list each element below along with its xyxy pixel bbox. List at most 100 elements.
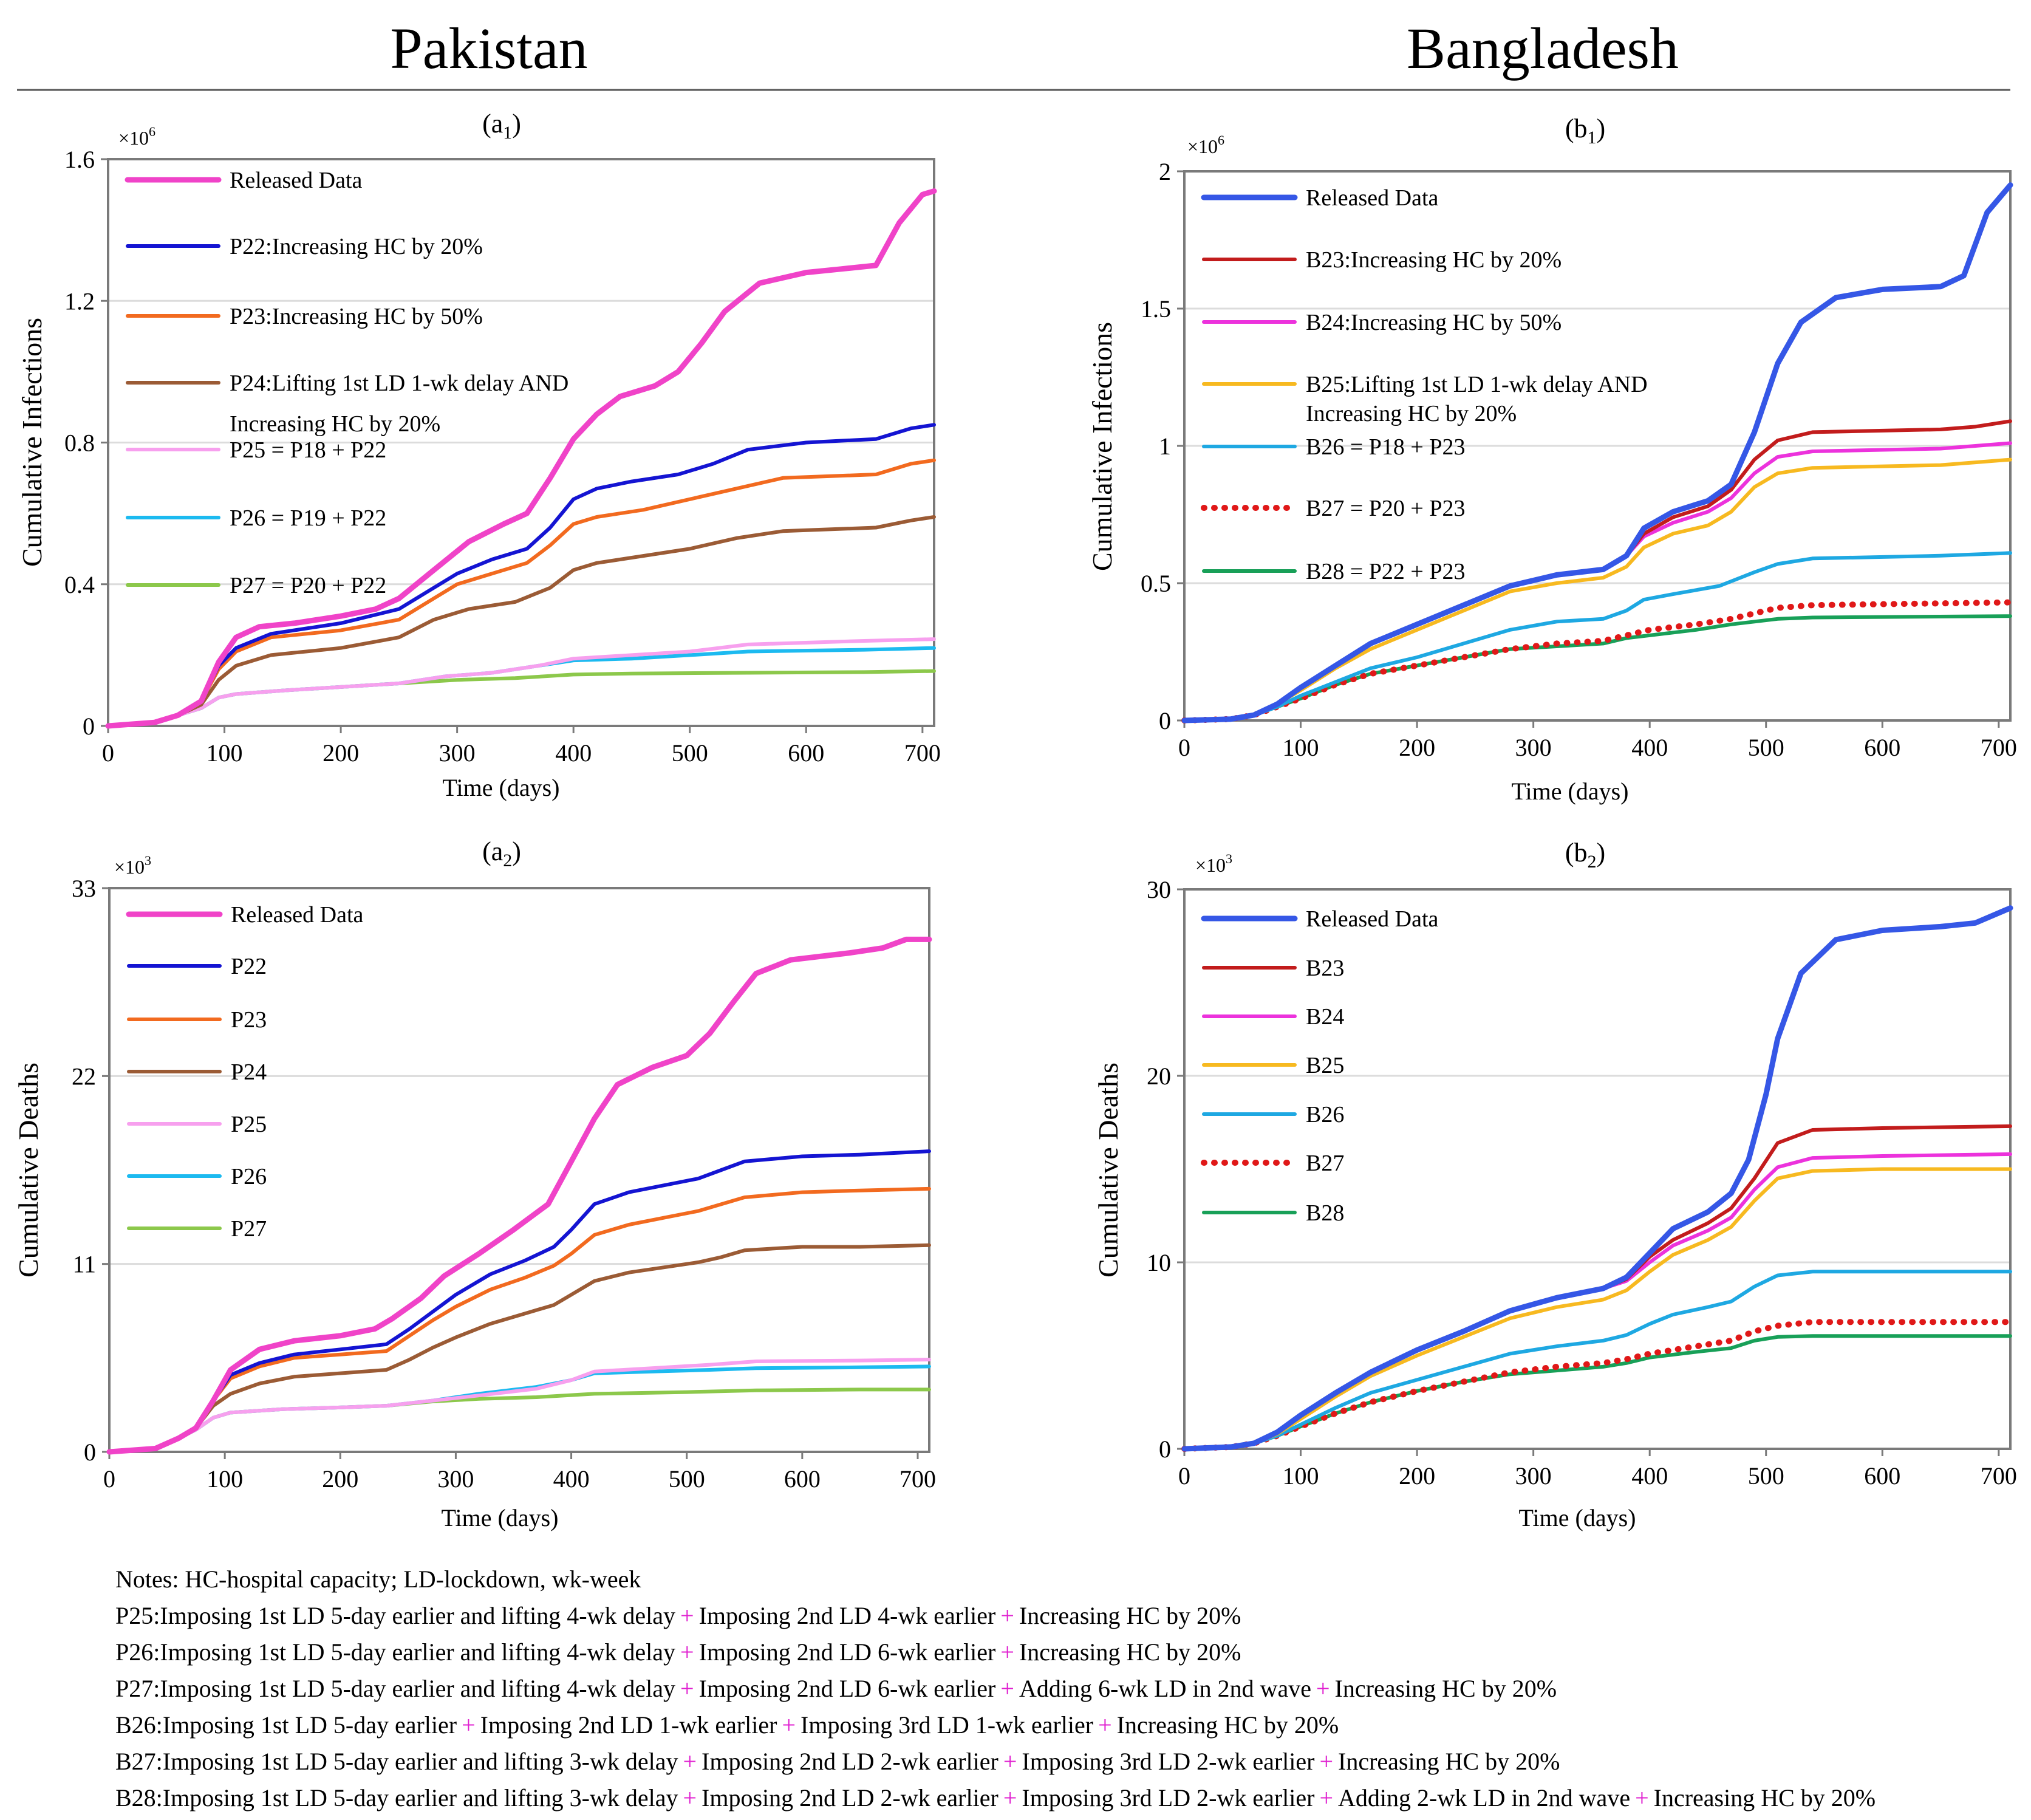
note-part: B28:Imposing 1st LD 5-day earlier and li… [115,1784,678,1811]
y-multiplier-exp: 3 [145,853,151,868]
y-tick-label: 0 [83,713,95,740]
legend-label: B23 [1306,956,1344,981]
y-multiplier-exp: 6 [1218,132,1224,148]
legend-label: P22:Increasing HC by 20% [230,234,483,259]
y-tick-label: 22 [72,1062,96,1090]
panel-label-close: ) [1597,114,1606,143]
note-part: Imposing 3rd LD 2-wk earlier [1022,1784,1315,1811]
country-title-bangladesh: Bangladesh [1407,16,1679,81]
panel-label-close: ) [512,836,521,866]
legend: Released Data P22:Increasing HC by 20% P23… [125,168,568,598]
series-lines [106,936,932,1455]
legend-label: P23:Increasing HC by 50% [230,304,483,329]
plus-symbol: + [1316,1675,1330,1702]
notes-block: Notes: HC-hospital capacity; LD-lockdown… [115,1561,2022,1816]
y-axis-label: Cumulative Infections [1087,322,1118,571]
panel-label-main: (a [482,109,503,139]
legend: Released Data P22 P23 P24 P25 P26 P27 [126,902,364,1242]
y-tick-label: 0.5 [1141,570,1171,597]
legend-label: P26 [231,1164,267,1189]
x-tick-label: 600 [1864,1462,1900,1490]
x-tick-label: 600 [1864,734,1900,761]
y-tick-label: 0.4 [64,571,95,598]
plus-symbol: + [680,1675,694,1702]
note-part: B27:Imposing 1st LD 5-day earlier and li… [115,1748,678,1775]
series-line [106,515,936,728]
note-part: Increasing HC by 20% [1653,1784,1876,1811]
plot-frame [108,887,930,1453]
panel-label: (a1) [482,109,521,143]
legend-label: P27 = P20 + P22 [230,573,386,598]
legend-label: Released Data [1306,185,1439,211]
legend-label: B24 [1306,1004,1344,1030]
legend-label: Released Data [1306,906,1439,932]
series-line [1181,599,2013,724]
y-tick-label: 0 [84,1439,96,1466]
y-multiplier: ×103 [1195,851,1232,876]
y-tick-label: 0.8 [64,429,95,457]
note-line-B28: B28:Imposing 1st LD 5-day earlier and li… [115,1780,2022,1816]
plus-symbol: + [1319,1784,1334,1811]
panel-label-sub: 1 [1588,128,1597,148]
legend-label: B27 [1306,1151,1344,1176]
x-tick-label: 400 [553,1465,590,1493]
panel-label-main: (a [482,836,503,866]
note-part: P27:Imposing 1st LD 5-day earlier and li… [115,1675,676,1702]
note-part: Imposing 3rd LD 1-wk earlier [800,1711,1094,1739]
note-part: Imposing 2nd LD 2-wk earlier [701,1784,998,1811]
plus-symbol: + [1000,1602,1014,1629]
plus-symbol: + [683,1784,697,1811]
plus-symbol: + [782,1711,796,1739]
x-axis-label: Time (days) [442,1504,559,1531]
y-tick-label: 0 [1159,707,1171,734]
series-line [106,936,932,1455]
series-line [108,1387,931,1454]
legend-label: P27 [231,1216,267,1242]
note-part: Adding 2-wk LD in 2nd wave [1338,1784,1631,1811]
y-multiplier: ×106 [118,124,155,149]
country-title-pakistan: Pakistan [390,16,587,81]
x-tick-label: 700 [899,1465,936,1493]
note-part: Increasing HC by 20% [1338,1748,1560,1775]
x-tick-label: 500 [672,739,708,767]
panel-label-sub: 2 [1588,852,1597,872]
series-line [1181,182,2013,724]
chart-a2: 0 11 22 33 0 100 200 300 400 500 600 700 Time (days)… [13,836,936,1531]
x-tick-label: 300 [437,1465,474,1493]
y-tick-label: 1.6 [64,146,95,173]
note-part: Imposing 2nd LD 4-wk earlier [698,1602,996,1629]
panel-label-main: (b [1565,838,1588,867]
x-tick-label: 700 [1981,1462,2017,1490]
notes-lines: P25:Imposing 1st LD 5-day earlier and li… [115,1598,2022,1816]
legend-label: B26 [1306,1102,1344,1127]
note-part: Increasing HC by 20% [1019,1638,1241,1666]
note-part: Adding 6-wk LD in 2nd wave [1019,1675,1311,1702]
panel-label-close: ) [1597,838,1606,867]
x-tick-label: 300 [1515,1462,1552,1490]
note-part: P26:Imposing 1st LD 5-day earlier and li… [115,1638,676,1666]
note-part: Increasing HC by 20% [1116,1711,1339,1739]
x-tick-label: 0 [102,739,114,767]
series-lines [1181,182,2013,724]
x-tick-label: 500 [1748,1462,1784,1490]
plus-symbol: + [1000,1638,1014,1666]
y-axis-label: Cumulative Infections [16,318,47,567]
panel-label: (a2) [482,836,521,871]
panel-label-sub: 2 [503,850,512,871]
legend-label: B24:Increasing HC by 50% [1306,310,1562,335]
plus-symbol: + [1000,1675,1014,1702]
plus-symbol: + [462,1711,476,1739]
series-line [1183,551,2012,722]
x-tick-label: 600 [784,1465,821,1493]
legend-label: B28 [1306,1200,1344,1226]
note-part: Imposing 2nd LD 2-wk earlier [701,1748,998,1775]
y-tick-label: 30 [1147,876,1171,903]
series-lines [105,188,937,729]
note-line-B26: B26:Imposing 1st LD 5-day earlier + Imposi… [115,1707,2022,1743]
legend-label: B28 = P22 + P23 [1306,559,1465,584]
y-tick-label: 0 [1159,1435,1171,1463]
legend-label: P26 = P19 + P22 [230,505,386,531]
x-tick-label: 0 [103,1465,115,1493]
plus-symbol: + [680,1638,694,1666]
